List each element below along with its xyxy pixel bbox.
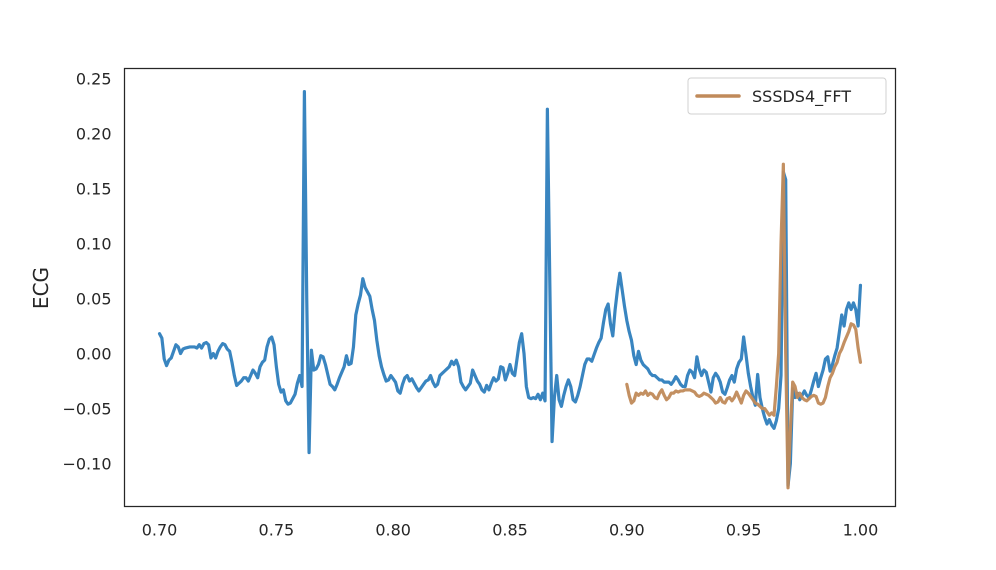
x-axis-ticks: 0.70 0.75 0.80 0.85 0.90 0.95 1.00 (142, 521, 879, 540)
x-tick-label: 1.00 (843, 521, 879, 540)
x-tick-label: 0.75 (259, 521, 295, 540)
y-tick-label: −0.10 (62, 455, 111, 474)
legend-box (687, 77, 887, 115)
series-line-ecg-0 (157, 90, 863, 488)
x-tick-label: 0.85 (492, 521, 528, 540)
y-tick-label: 0.05 (76, 290, 112, 309)
y-tick-label: 0.25 (76, 69, 112, 88)
x-tick-label: 0.95 (726, 521, 762, 540)
legend: SSSDS4_FFT (687, 77, 887, 115)
legend-label: SSSDS4_FFT (752, 87, 851, 107)
y-tick-label: 0.20 (76, 124, 112, 143)
x-tick-label: 0.90 (609, 521, 645, 540)
y-axis-label: ECG (29, 267, 53, 309)
x-tick-label: 0.70 (142, 521, 178, 540)
plot-frame (123, 67, 897, 508)
x-tick-label: 0.80 (375, 521, 411, 540)
plot-area (124, 68, 896, 507)
y-tick-label: −0.05 (62, 400, 111, 419)
y-tick-label: 0.00 (76, 345, 112, 364)
series-layer (157, 90, 863, 490)
series-line-sssds4-fft (625, 162, 863, 490)
y-tick-label: 0.15 (76, 179, 112, 198)
y-axis-ticks: 0.25 0.20 0.15 0.10 0.05 0.00 −0.05 −0.10 (62, 69, 111, 473)
y-tick-label: 0.10 (76, 234, 112, 253)
